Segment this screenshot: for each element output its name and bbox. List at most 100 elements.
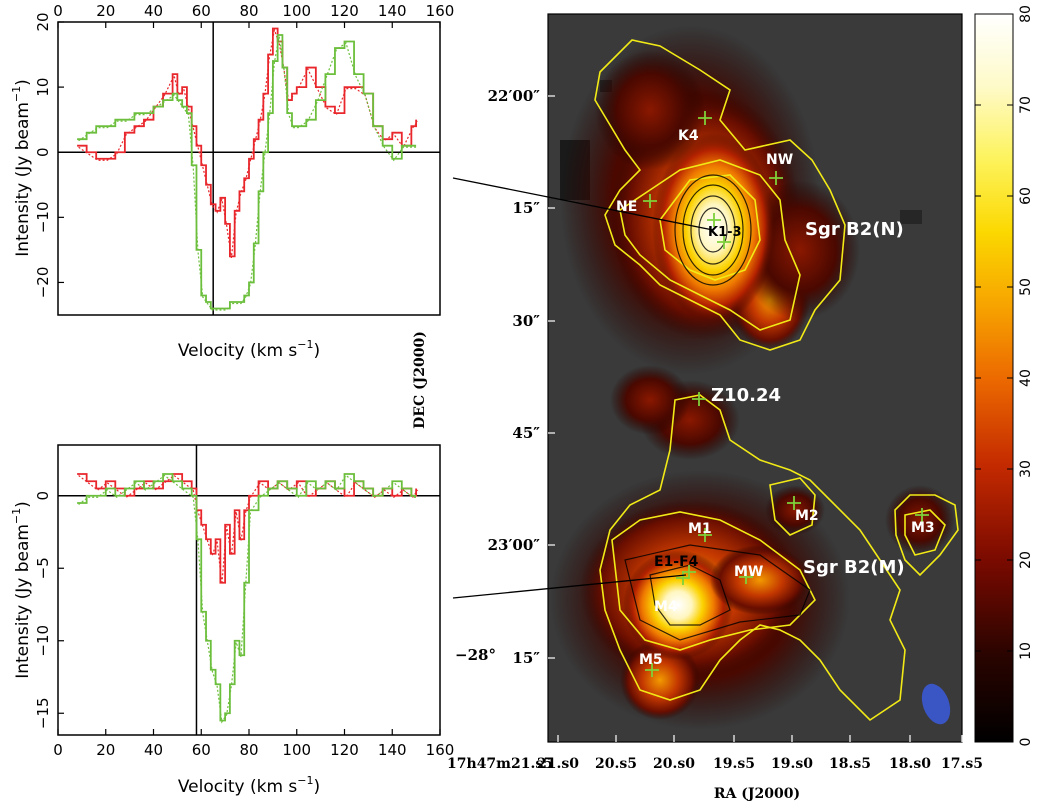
label-sgrb2m: Sgr B2(M)	[803, 557, 905, 578]
lower-xtick-label: 160	[426, 741, 455, 759]
connector-upper	[452, 177, 714, 231]
label-e1f4: E1-F4	[654, 554, 699, 570]
upper-xtick-label: 60	[192, 2, 211, 20]
map-emission	[550, 25, 959, 730]
lower-fit-green	[78, 474, 418, 724]
lower-ticks: 0 20 40 60 80 100 120 140 160 0 −5 −10 −15	[34, 491, 454, 759]
marker-z1024	[692, 392, 706, 406]
label-z1024: Z10.24	[711, 385, 781, 406]
marker-nw	[769, 171, 783, 185]
upper-xtick-label: 40	[144, 2, 163, 20]
upper-series-red	[77, 27, 418, 258]
source-markers	[643, 111, 929, 677]
label-m2: M2	[795, 508, 819, 524]
map-xtick-label: 21.s0	[537, 756, 579, 772]
map-ytick-label: 30″	[512, 312, 540, 330]
map-ytick-label: 23′00″	[488, 536, 541, 554]
lower-spectrum-panel: 0 20 40 60 80 100 120 140 160 0 −5 −10 −15 Velocity …	[10, 444, 454, 797]
colorbar-tick-label: 60	[1018, 187, 1034, 205]
marker-m3	[915, 508, 929, 522]
lower-xtick-label: 120	[330, 741, 359, 759]
marker-m1	[698, 528, 712, 542]
upper-xlabel: Velocity (km s−1)	[178, 338, 320, 361]
upper-ytick-label: 0	[34, 147, 52, 157]
lower-xtick-label: 0	[53, 741, 63, 759]
lower-ylabel: Intensity (Jy beam−1)	[10, 501, 33, 679]
connector-lower	[452, 574, 687, 599]
upper-ytick-label: 10	[34, 78, 52, 97]
colorbar-tick-label: 40	[1018, 369, 1034, 387]
upper-ylabel: Intensity (Jy beam−1)	[10, 79, 33, 257]
lower-xtick-label: 40	[144, 741, 163, 759]
marker-k3	[717, 235, 731, 249]
lower-xlabel: Velocity (km s−1)	[178, 774, 320, 797]
map-xlabel: RA (J2000)	[714, 786, 800, 802]
lower-xtick-label: 100	[282, 741, 311, 759]
colorbar-tick-label: 30	[1018, 460, 1034, 478]
upper-fit-green	[78, 36, 418, 311]
upper-xtick-label: 0	[53, 2, 63, 20]
marker-k1	[707, 213, 721, 227]
lower-xtick-label: 80	[239, 741, 258, 759]
upper-xtick-label: 120	[330, 2, 359, 20]
lower-series	[58, 445, 440, 735]
dec-prefix: −28°	[455, 646, 496, 664]
contours	[594, 39, 959, 722]
inner-contours	[624, 174, 811, 641]
upper-series	[58, 22, 440, 315]
label-nw: NW	[766, 152, 793, 168]
lower-xtick-label: 60	[192, 741, 211, 759]
upper-xtick-label: 160	[426, 2, 455, 20]
label-m3: M3	[911, 520, 935, 536]
upper-ytick-label: 20	[34, 12, 52, 31]
map-ytick-label: 15″	[512, 649, 540, 667]
lower-series-green	[77, 473, 417, 722]
beam-ellipse	[921, 683, 951, 725]
label-m5: M5	[639, 652, 663, 668]
colorbar-gradient	[974, 13, 1014, 743]
connector-lines	[452, 177, 714, 599]
lower-ytick-label: −5	[34, 557, 52, 579]
lower-ytick-label: 0	[34, 491, 52, 501]
map-xtick-label: 18.s0	[889, 756, 931, 772]
upper-series-green	[77, 34, 417, 310]
colorbar-tick-label: 20	[1018, 551, 1034, 569]
label-k13: K1-3	[708, 225, 742, 240]
colorbar: 0 10 20 30 40 50 60 70 80	[974, 5, 1034, 746]
upper-xtick-label: 20	[96, 2, 115, 20]
colorbar-tick-label: 50	[1018, 278, 1034, 296]
colorbar-tick-label: 80	[1018, 5, 1034, 23]
map-ytick-label: 45″	[512, 424, 540, 442]
lower-xtick-label: 140	[378, 741, 407, 759]
map-xtick-label: 20.s5	[595, 756, 637, 772]
label-mw: MW	[734, 564, 763, 580]
upper-xtick-label: 100	[282, 2, 311, 20]
map-xtick-label: 19.s5	[713, 756, 755, 772]
map-xtick-label: 17h47m21.s5	[447, 756, 553, 772]
colorbar-tick-label: 10	[1018, 642, 1034, 660]
upper-ytick-label: −10	[34, 202, 52, 234]
label-m4: M4	[654, 599, 678, 615]
lower-ytick-label: −15	[34, 697, 52, 729]
map-frame	[547, 13, 963, 743]
colorbar-tick-label: 0	[1018, 738, 1034, 747]
upper-xtick-label: 140	[378, 2, 407, 20]
marker-m5	[645, 663, 659, 677]
upper-ytick-label: −20	[34, 267, 52, 299]
map-ylabel: DEC (J2000)	[412, 331, 428, 429]
lower-ytick-label: −10	[34, 625, 52, 657]
map-ytick-label: 22′00″	[488, 87, 541, 105]
upper-fit-red	[78, 27, 419, 258]
marker-ne	[643, 194, 657, 208]
marker-mw	[739, 570, 753, 584]
label-k4: K4	[678, 128, 699, 144]
map-xtick-label: 18.s5	[829, 756, 871, 772]
lower-xtick-label: 20	[96, 741, 115, 759]
marker-e1f4	[682, 565, 696, 579]
label-m1: M1	[688, 521, 712, 537]
map-xtick-label: 17.s5	[941, 756, 983, 772]
colorbar-ticks: 0 10 20 30 40 50 60 70 80	[975, 5, 1034, 746]
